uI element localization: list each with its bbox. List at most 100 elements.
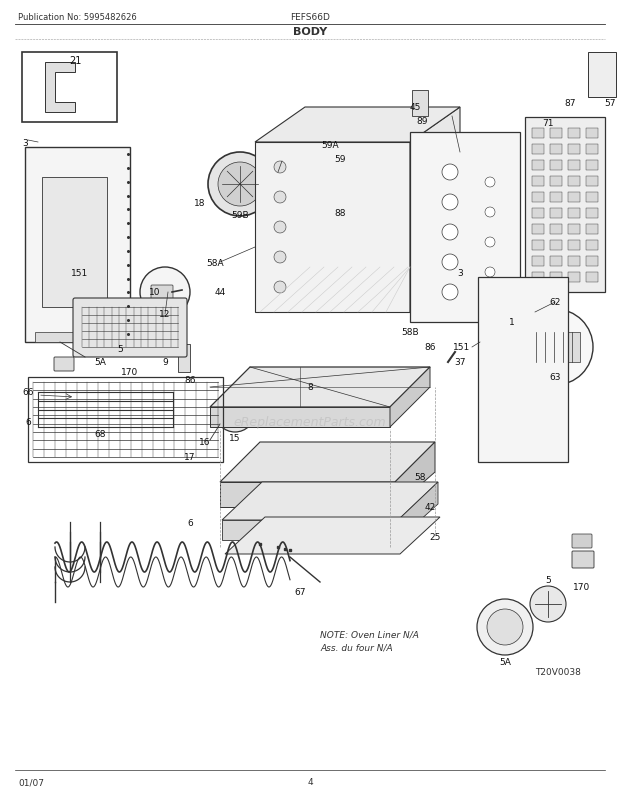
Circle shape bbox=[274, 162, 286, 174]
FancyBboxPatch shape bbox=[586, 160, 598, 171]
Text: 01/07: 01/07 bbox=[18, 777, 44, 787]
Polygon shape bbox=[220, 482, 395, 508]
Text: Publication No: 5995482626: Publication No: 5995482626 bbox=[18, 14, 137, 22]
FancyBboxPatch shape bbox=[532, 209, 544, 219]
Text: 21: 21 bbox=[69, 56, 81, 66]
FancyBboxPatch shape bbox=[380, 110, 402, 164]
FancyBboxPatch shape bbox=[572, 534, 592, 549]
Text: 6: 6 bbox=[25, 418, 31, 427]
FancyBboxPatch shape bbox=[550, 145, 562, 155]
Text: 6: 6 bbox=[187, 518, 193, 527]
FancyBboxPatch shape bbox=[568, 209, 580, 219]
Text: FEFS66D: FEFS66D bbox=[290, 14, 330, 22]
FancyBboxPatch shape bbox=[532, 273, 544, 282]
FancyBboxPatch shape bbox=[550, 257, 562, 267]
Text: 25: 25 bbox=[429, 533, 441, 542]
Polygon shape bbox=[395, 443, 435, 508]
Text: 3: 3 bbox=[457, 268, 463, 277]
FancyBboxPatch shape bbox=[410, 133, 520, 322]
Circle shape bbox=[487, 610, 523, 645]
Text: 5A: 5A bbox=[94, 358, 106, 367]
FancyBboxPatch shape bbox=[550, 129, 562, 139]
Circle shape bbox=[223, 400, 247, 424]
Text: 44: 44 bbox=[215, 288, 226, 297]
Text: 59A: 59A bbox=[321, 140, 339, 149]
FancyBboxPatch shape bbox=[568, 241, 580, 251]
Text: BODY: BODY bbox=[293, 27, 327, 37]
FancyBboxPatch shape bbox=[178, 345, 190, 373]
FancyBboxPatch shape bbox=[586, 273, 598, 282]
FancyBboxPatch shape bbox=[550, 209, 562, 219]
Circle shape bbox=[442, 255, 458, 270]
FancyBboxPatch shape bbox=[586, 257, 598, 267]
Polygon shape bbox=[225, 517, 440, 554]
FancyBboxPatch shape bbox=[532, 160, 544, 171]
FancyBboxPatch shape bbox=[412, 91, 428, 117]
Text: 151: 151 bbox=[453, 343, 471, 352]
FancyBboxPatch shape bbox=[532, 145, 544, 155]
Circle shape bbox=[140, 268, 190, 318]
Text: 71: 71 bbox=[542, 119, 554, 128]
Text: 8: 8 bbox=[307, 383, 313, 392]
Polygon shape bbox=[222, 520, 398, 541]
FancyBboxPatch shape bbox=[25, 148, 130, 342]
Circle shape bbox=[485, 237, 495, 248]
Polygon shape bbox=[220, 443, 435, 482]
FancyBboxPatch shape bbox=[550, 273, 562, 282]
Text: eReplacementParts.com: eReplacementParts.com bbox=[234, 416, 386, 429]
Circle shape bbox=[485, 178, 495, 188]
Text: 3: 3 bbox=[22, 138, 28, 148]
Polygon shape bbox=[398, 482, 438, 541]
FancyBboxPatch shape bbox=[568, 145, 580, 155]
Polygon shape bbox=[270, 163, 345, 183]
FancyBboxPatch shape bbox=[586, 176, 598, 187]
Text: 68: 68 bbox=[94, 430, 106, 439]
FancyBboxPatch shape bbox=[550, 225, 562, 235]
FancyBboxPatch shape bbox=[73, 298, 187, 358]
Text: 87: 87 bbox=[564, 99, 576, 107]
Text: 59B: 59B bbox=[231, 210, 249, 219]
Text: 18: 18 bbox=[194, 198, 206, 207]
FancyBboxPatch shape bbox=[550, 192, 562, 203]
Circle shape bbox=[442, 195, 458, 211]
Text: 88: 88 bbox=[334, 209, 346, 217]
Text: 10: 10 bbox=[149, 288, 161, 297]
FancyBboxPatch shape bbox=[568, 192, 580, 203]
Circle shape bbox=[485, 208, 495, 217]
Text: 57: 57 bbox=[604, 99, 616, 107]
FancyBboxPatch shape bbox=[530, 333, 580, 363]
FancyBboxPatch shape bbox=[532, 192, 544, 203]
FancyBboxPatch shape bbox=[586, 241, 598, 251]
FancyBboxPatch shape bbox=[568, 225, 580, 235]
Circle shape bbox=[274, 192, 286, 204]
FancyBboxPatch shape bbox=[532, 225, 544, 235]
Text: 151: 151 bbox=[71, 268, 89, 277]
FancyBboxPatch shape bbox=[568, 273, 580, 282]
FancyBboxPatch shape bbox=[151, 286, 173, 300]
Text: NOTE: Oven Liner N/A
Ass. du four N/A: NOTE: Oven Liner N/A Ass. du four N/A bbox=[320, 630, 419, 652]
FancyBboxPatch shape bbox=[478, 277, 568, 463]
Polygon shape bbox=[45, 63, 75, 113]
Circle shape bbox=[530, 586, 566, 622]
FancyBboxPatch shape bbox=[572, 551, 594, 569]
Polygon shape bbox=[255, 107, 460, 143]
FancyBboxPatch shape bbox=[586, 192, 598, 203]
Text: 5: 5 bbox=[545, 576, 551, 585]
FancyBboxPatch shape bbox=[525, 118, 605, 293]
Text: 59: 59 bbox=[334, 156, 346, 164]
FancyBboxPatch shape bbox=[255, 143, 410, 313]
Text: 15: 15 bbox=[229, 434, 241, 443]
Circle shape bbox=[274, 221, 286, 233]
Text: 5: 5 bbox=[117, 345, 123, 354]
Circle shape bbox=[442, 225, 458, 241]
Circle shape bbox=[218, 163, 262, 207]
Circle shape bbox=[442, 164, 458, 180]
Text: 9: 9 bbox=[162, 358, 168, 367]
Circle shape bbox=[485, 268, 495, 277]
FancyBboxPatch shape bbox=[586, 129, 598, 139]
FancyBboxPatch shape bbox=[568, 257, 580, 267]
FancyBboxPatch shape bbox=[54, 358, 74, 371]
Polygon shape bbox=[410, 107, 460, 313]
FancyBboxPatch shape bbox=[532, 241, 544, 251]
Circle shape bbox=[442, 285, 458, 301]
